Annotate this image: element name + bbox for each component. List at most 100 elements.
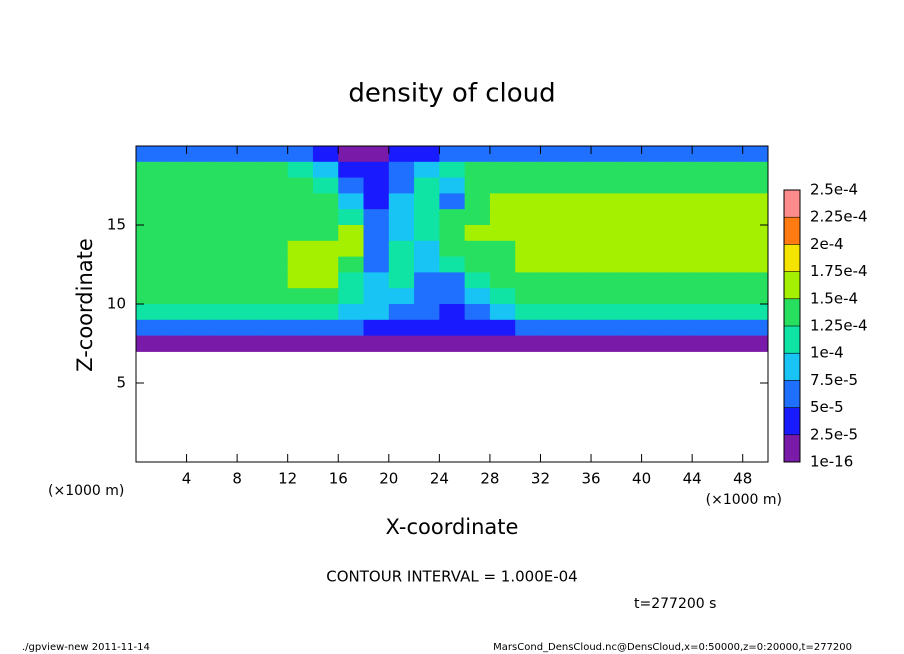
heat-cell: [641, 335, 668, 352]
heat-cell: [489, 193, 516, 210]
colorbar-band: [784, 326, 800, 354]
heat-cell: [666, 304, 693, 321]
footer-right: MarsCond_DensCloud.nc@DensCloud,x=0:5000…: [493, 642, 852, 653]
heat-cell: [312, 304, 339, 321]
heat-cell: [616, 335, 643, 352]
heat-cell: [666, 256, 693, 273]
heat-cell: [616, 193, 643, 210]
heat-cell: [692, 177, 718, 194]
x-tick-label: 4: [182, 470, 192, 488]
heat-cell: [136, 177, 162, 194]
heat-cell: [186, 209, 213, 226]
heat-cell: [186, 304, 213, 321]
heat-cell: [363, 146, 390, 163]
heat-cell: [591, 288, 617, 305]
heat-cell: [262, 319, 289, 337]
heat-cell: [641, 161, 668, 179]
heat-cell: [666, 193, 693, 210]
heat-cell: [692, 256, 718, 273]
heat-cell: [312, 209, 339, 226]
heat-cell: [439, 225, 466, 242]
heat-cell: [186, 256, 213, 273]
heat-cell: [565, 225, 592, 242]
heat-cell: [262, 304, 289, 321]
heat-cell: [591, 225, 617, 242]
heat-cell: [439, 240, 466, 258]
heat-cell: [616, 304, 643, 321]
heat-cell: [237, 193, 263, 210]
heat-cell: [666, 161, 693, 179]
heat-cell: [515, 209, 541, 226]
heat-cell: [489, 240, 516, 258]
heat-cell: [136, 319, 162, 337]
heat-cell: [742, 146, 769, 163]
heat-cell: [262, 161, 289, 179]
heat-cell: [616, 256, 643, 273]
heat-cell: [439, 177, 466, 194]
x-tick-label: 28: [480, 470, 499, 488]
heat-cell: [515, 193, 541, 210]
heat-cell: [489, 256, 516, 273]
heat-cell: [287, 240, 314, 258]
heat-cell: [515, 335, 541, 352]
heat-cell: [338, 209, 365, 226]
colorbar-band: [784, 190, 800, 218]
heat-cell: [540, 335, 567, 352]
heat-cell: [565, 256, 592, 273]
heat-cell: [666, 209, 693, 226]
heat-cell: [742, 319, 769, 337]
x-tick-label: 20: [379, 470, 398, 488]
heat-cell: [540, 209, 567, 226]
heat-cell: [161, 335, 188, 352]
heat-cell: [540, 177, 567, 194]
heat-cell: [262, 193, 289, 210]
heat-cell: [388, 319, 415, 337]
heat-cell: [161, 288, 188, 305]
heat-cell: [338, 240, 365, 258]
heat-cell: [363, 193, 390, 210]
heat-cell: [591, 272, 617, 289]
heat-cell: [692, 240, 718, 258]
heat-cell: [287, 161, 314, 179]
heat-cell: [186, 177, 213, 194]
heat-cell: [136, 209, 162, 226]
heat-cell: [489, 304, 516, 321]
heat-cell: [666, 288, 693, 305]
heat-cell: [515, 288, 541, 305]
heat-cell: [161, 256, 188, 273]
heat-cell: [616, 240, 643, 258]
heat-cell: [414, 272, 440, 289]
heat-cell: [388, 272, 415, 289]
heat-cell: [692, 209, 718, 226]
heat-cell: [540, 193, 567, 210]
heat-cell: [388, 177, 415, 194]
heat-cell: [262, 240, 289, 258]
heat-cell: [565, 335, 592, 352]
heat-cell: [717, 209, 744, 226]
heat-cell: [211, 272, 238, 289]
heat-cell: [186, 288, 213, 305]
heat-cell: [161, 161, 188, 179]
heat-cell: [414, 319, 440, 337]
heat-cell: [742, 225, 769, 242]
heat-cell: [211, 288, 238, 305]
heat-cell: [312, 177, 339, 194]
colorbar-tick-label: 5e-5: [810, 398, 844, 416]
heat-cell: [338, 256, 365, 273]
heat-cell: [211, 225, 238, 242]
heat-cell: [540, 304, 567, 321]
heat-cell: [338, 288, 365, 305]
heat-cell: [414, 146, 440, 163]
x-tick-label: 36: [581, 470, 600, 488]
heat-cell: [363, 161, 390, 179]
heat-cell: [414, 161, 440, 179]
contour-text: CONTOUR INTERVAL = 1.000E-04: [326, 568, 577, 586]
heat-cell: [439, 288, 466, 305]
heat-cell: [616, 272, 643, 289]
y-tick-label: 15: [107, 216, 126, 234]
heat-cell: [489, 335, 516, 352]
heat-cell: [211, 240, 238, 258]
heat-cell: [237, 161, 263, 179]
heat-cell: [489, 272, 516, 289]
heat-cell: [161, 193, 188, 210]
